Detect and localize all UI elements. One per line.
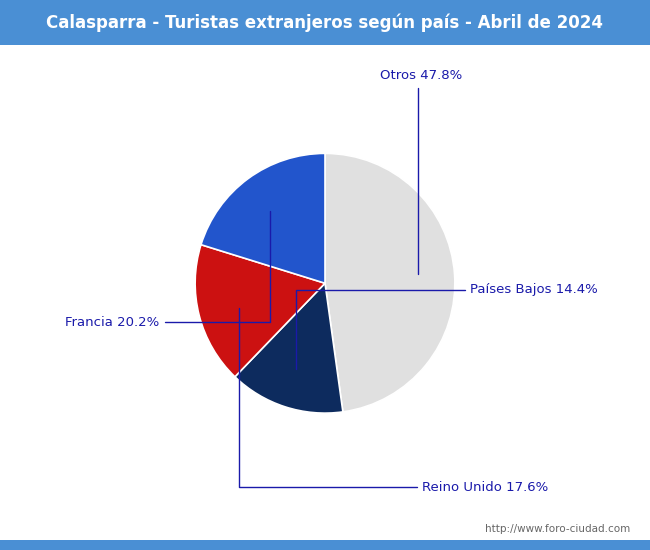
Wedge shape (195, 245, 325, 377)
Text: Francia 20.2%: Francia 20.2% (65, 211, 270, 329)
Wedge shape (201, 153, 325, 283)
Text: Calasparra - Turistas extranjeros según país - Abril de 2024: Calasparra - Turistas extranjeros según … (47, 13, 603, 32)
Text: Países Bajos 14.4%: Países Bajos 14.4% (296, 283, 598, 370)
Text: Reino Unido 17.6%: Reino Unido 17.6% (239, 308, 549, 494)
Text: Otros 47.8%: Otros 47.8% (380, 69, 462, 274)
Text: http://www.foro-ciudad.com: http://www.foro-ciudad.com (486, 524, 630, 534)
Wedge shape (235, 283, 343, 413)
Wedge shape (325, 153, 455, 412)
